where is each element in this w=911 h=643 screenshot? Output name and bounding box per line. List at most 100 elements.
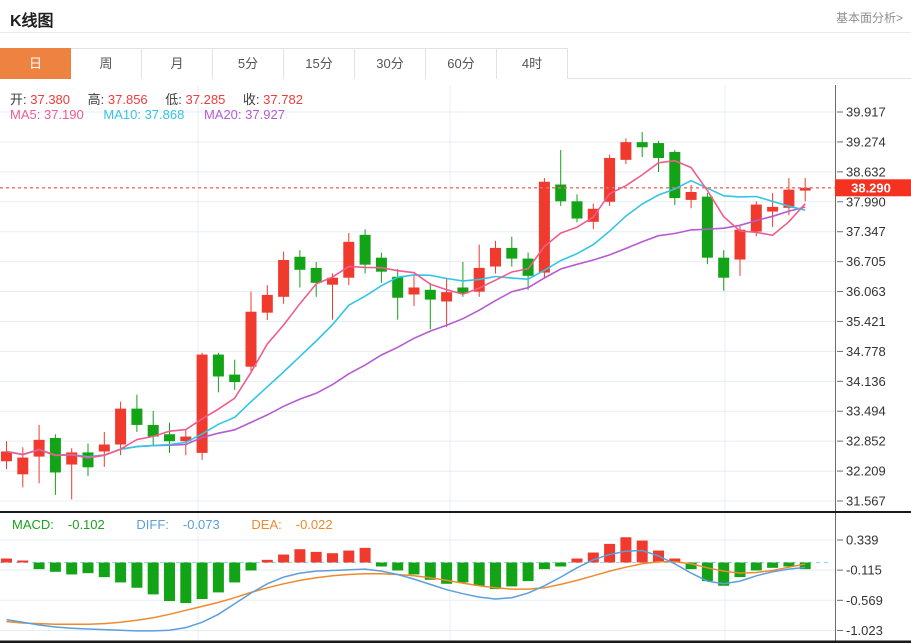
candle-down — [375, 257, 387, 272]
candle-up — [538, 181, 550, 273]
candle-up — [66, 452, 78, 465]
tab-30分[interactable]: 30分 — [355, 48, 426, 79]
macd-bar-negative — [147, 562, 159, 595]
macd-bar-negative — [82, 562, 94, 574]
macd-bar-negative — [522, 562, 534, 582]
diff-value: DIFF: -0.073 — [136, 517, 220, 532]
close-label: 收: — [242, 92, 260, 107]
price-axis-label: 37.347 — [846, 224, 886, 239]
macd-bar-positive — [359, 547, 371, 563]
macd-bar-negative — [66, 562, 78, 575]
candle-down — [457, 287, 469, 294]
macd-chart: 0.339 -0.115 -0.569 -1.023 — [0, 511, 911, 643]
macd-bar-negative — [685, 562, 697, 570]
candle-down — [147, 424, 159, 437]
macd-bar-negative — [555, 562, 567, 567]
candle-down — [392, 276, 404, 298]
candle-up — [408, 287, 420, 295]
candle-up — [17, 457, 29, 475]
timeframe-tabs: 日周月 5分 15分 30分 60分 4时 — [0, 48, 911, 79]
ma5-value: MA5: 37.190 — [10, 107, 84, 122]
panel-separator-top — [0, 511, 911, 513]
candle-down — [506, 247, 518, 259]
macd-bar-positive — [636, 540, 648, 563]
macd-bar-positive — [343, 550, 355, 563]
candle-up — [604, 157, 616, 202]
candle-down — [310, 267, 322, 283]
candle-down — [424, 289, 436, 300]
candle-up — [98, 444, 110, 452]
macd-bar-negative — [98, 562, 110, 578]
low-value: 37.285 — [185, 92, 226, 107]
macd-bar-positive — [1, 558, 12, 563]
candle-up — [783, 189, 795, 208]
tab-日[interactable]: 日 — [0, 48, 71, 79]
macd-bar-positive — [17, 560, 29, 563]
tab-4时[interactable]: 4时 — [497, 48, 568, 79]
open-label: 开: — [10, 92, 27, 107]
ma20-line — [6, 206, 806, 458]
high-value: 37.856 — [107, 92, 148, 107]
candle-up — [750, 204, 762, 232]
macd-bar-negative — [767, 562, 779, 568]
candle-down — [294, 256, 306, 270]
price-axis-label: 36.705 — [846, 254, 886, 269]
macd-bar-positive — [604, 543, 616, 563]
candle-down — [522, 258, 534, 276]
dea-value: DEA: -0.022 — [251, 517, 333, 532]
price-axis-label: 35.421 — [846, 314, 886, 329]
candle-down — [131, 408, 143, 425]
price-axis-label: 31.567 — [846, 494, 886, 509]
macd-bar-negative — [408, 562, 420, 575]
macd-bar-negative — [375, 562, 387, 567]
candle-up — [734, 229, 746, 260]
macd-value: MACD: -0.102 — [12, 517, 105, 532]
candle-up — [1, 451, 12, 462]
current-price-badge-text: 38.290 — [851, 180, 891, 195]
macd-bar-positive — [587, 552, 599, 563]
macd-bar-negative — [180, 562, 192, 604]
tab-周[interactable]: 周 — [71, 48, 142, 79]
candle-down — [636, 142, 648, 148]
candle-up — [587, 208, 599, 222]
macd-bar-negative — [164, 562, 175, 602]
fundamental-analysis-link[interactable]: 基本面分析> — [835, 11, 903, 25]
macd-bar-negative — [115, 562, 127, 583]
macd-bar-negative — [506, 562, 518, 587]
candle-up — [180, 436, 192, 442]
tab-5分[interactable]: 5分 — [213, 48, 284, 79]
ma-row: MA5: 37.190 MA10: 37.868 MA20: 37.927 — [10, 107, 285, 122]
price-axis-label: 38.632 — [846, 164, 886, 179]
macd-bar-negative — [392, 562, 404, 571]
tab-15分[interactable]: 15分 — [284, 48, 355, 79]
macd-bar-negative — [196, 562, 208, 600]
candle-up — [620, 142, 632, 160]
macd-bar-negative — [538, 562, 550, 570]
ohlc-row: 开: 37.380 高: 37.856 低: 37.285 收: 37.782 — [10, 89, 317, 108]
main-candlestick-chart: 39.917 39.274 38.632 37.990 37.347 36.705 36.0… — [0, 85, 911, 511]
title-bar: K线图 基本面分析> — [0, 0, 911, 33]
page-title: K线图 — [10, 13, 54, 30]
candle-down — [571, 201, 583, 219]
macd-bar-negative — [734, 562, 746, 578]
macd-axis-label: -0.115 — [846, 563, 882, 578]
ma10-value: MA10: 37.868 — [103, 107, 185, 122]
candle-up — [799, 187, 811, 191]
low-label: 低: — [165, 92, 182, 107]
candle-down — [164, 434, 175, 442]
macd-bar-positive — [327, 553, 338, 563]
price-axis-label: 34.778 — [846, 344, 886, 359]
macd-bar-negative — [750, 562, 762, 571]
tab-60分[interactable]: 60分 — [426, 48, 497, 79]
ma10-line — [6, 179, 806, 458]
dea-line — [6, 561, 806, 626]
macd-axis-label: -0.569 — [846, 593, 883, 608]
candle-down — [82, 452, 94, 468]
ma20-value: MA20: 37.927 — [203, 107, 285, 122]
candle-up — [196, 354, 208, 453]
macd-bar-negative — [783, 562, 795, 567]
macd-bar-negative — [131, 562, 143, 588]
candle-up — [490, 247, 501, 267]
tab-月[interactable]: 月 — [142, 48, 213, 79]
price-axis-label: 39.274 — [846, 134, 886, 149]
